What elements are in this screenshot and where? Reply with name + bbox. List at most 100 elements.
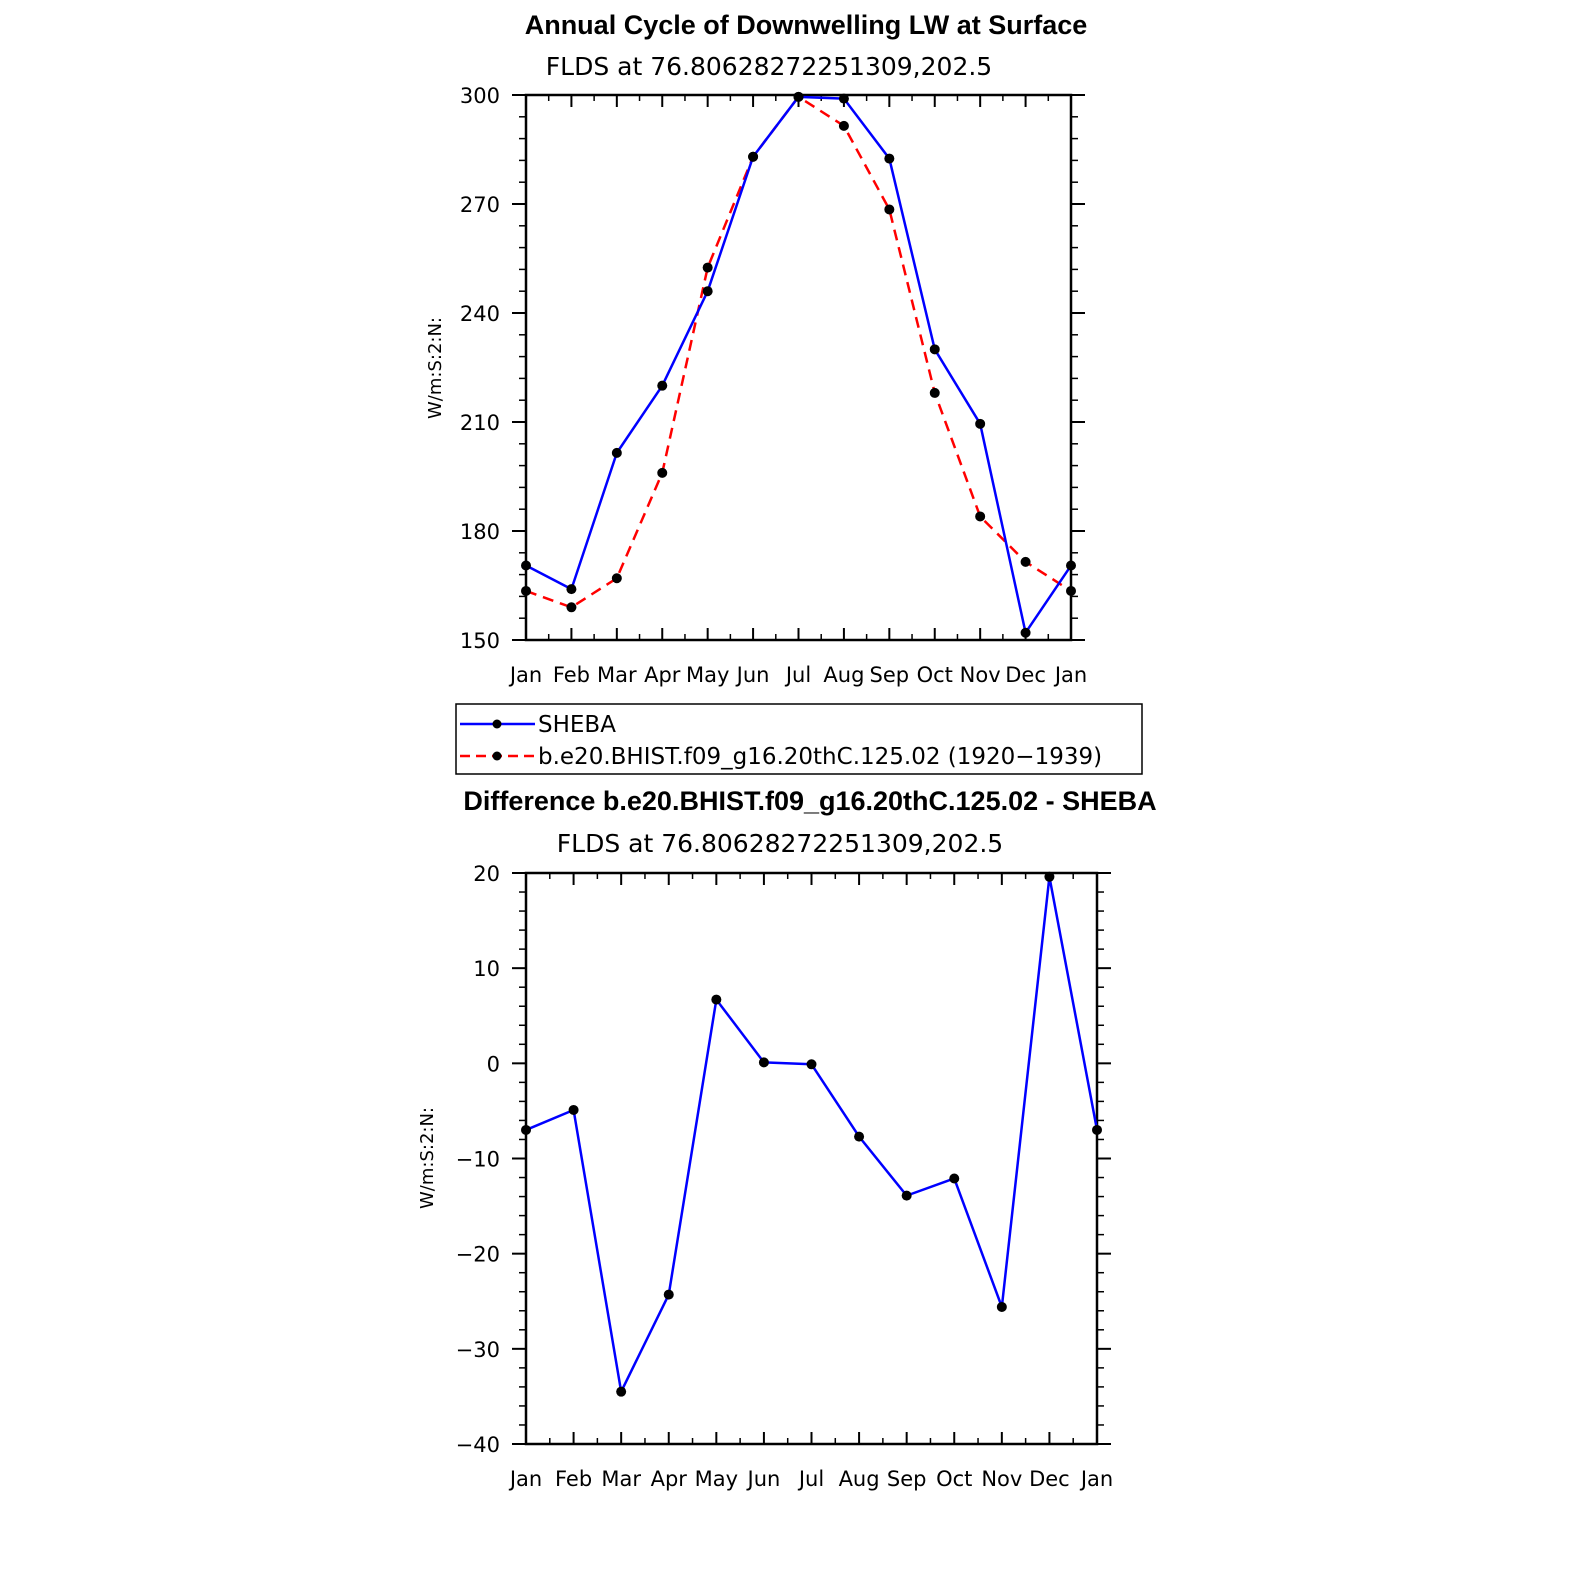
data-point <box>838 120 849 131</box>
data-point <box>657 380 668 391</box>
series-line-0 <box>525 95 1073 634</box>
data-point <box>616 1386 627 1397</box>
y-tick-label: 210 <box>460 411 500 435</box>
series <box>521 871 1102 1397</box>
series <box>521 91 1076 638</box>
legend: SHEBA b.e20.BHIST.f09_g16.20thC.125.02 (… <box>455 703 1143 775</box>
x-tick-label: Jan <box>508 663 542 687</box>
data-point <box>566 602 577 613</box>
data-point <box>521 560 531 571</box>
x-tick-label: Apr <box>644 663 681 687</box>
data-point <box>806 1059 817 1070</box>
difference-chart: Difference b.e20.BHIST.f09_g16.20thC.125… <box>417 786 1157 1491</box>
data-point <box>521 585 531 596</box>
legend-box <box>455 703 1143 775</box>
data-point <box>711 994 722 1005</box>
data-point <box>975 418 986 429</box>
data-point <box>884 153 895 164</box>
x-tick-label: Dec <box>1029 1467 1070 1491</box>
x-tick-label: Jul <box>797 1467 824 1491</box>
data-point <box>1066 560 1076 571</box>
data-point <box>1020 556 1031 567</box>
data-point <box>611 447 622 458</box>
x-tick-label: Nov <box>960 663 1001 687</box>
data-point <box>748 151 759 162</box>
plot-frame <box>524 871 1099 1446</box>
data-point <box>758 1057 769 1068</box>
plot-frame <box>524 93 1073 642</box>
x-tick-label: Nov <box>981 1467 1022 1491</box>
axes: Jan Feb Mar Apr May Jun Jul Aug Sep Oct Nov Dec Jan 1… <box>460 84 1087 687</box>
x-tick-label: Mar <box>597 663 637 687</box>
y-tick-label: −20 <box>456 1243 500 1267</box>
data-point <box>1066 585 1076 596</box>
data-point <box>929 387 940 398</box>
x-tick-label: Feb <box>555 1467 592 1491</box>
data-point <box>702 286 713 297</box>
y-tick-label: 300 <box>460 84 500 108</box>
y-axis-label: W/m:S:2:N: <box>425 317 446 419</box>
series-line-0 <box>525 875 1099 1393</box>
x-tick-label: Oct <box>936 1467 972 1491</box>
data-point <box>663 1289 674 1300</box>
chart-subtitle: FLDS at 76.80628272251309,202.5 <box>546 52 992 81</box>
data-point <box>949 1173 960 1184</box>
y-tick-label: 180 <box>460 520 500 544</box>
x-tick-label: Mar <box>601 1467 641 1491</box>
x-tick-label: Aug <box>823 663 864 687</box>
series-line-1 <box>525 95 1072 609</box>
legend-label-model: b.e20.BHIST.f09_g16.20thC.125.02 (1920−1… <box>538 744 1102 770</box>
legend-marker-model <box>492 751 502 761</box>
x-tick-label: Jun <box>735 663 770 687</box>
y-tick-label: −30 <box>456 1338 500 1362</box>
legend-label-sheba: SHEBA <box>538 712 616 738</box>
x-tick-label: Jan <box>508 1467 542 1491</box>
data-point <box>702 262 713 273</box>
data-point <box>884 204 895 215</box>
x-tick-label: May <box>686 663 729 687</box>
axes: Jan Feb Mar Apr May Jun Jul Aug Sep Oct Nov Dec Jan−… <box>456 862 1114 1491</box>
x-tick-label: Feb <box>553 663 590 687</box>
y-tick-label: −40 <box>456 1433 500 1457</box>
legend-marker-sheba <box>492 719 502 729</box>
x-tick-label: Jan <box>1079 1467 1113 1491</box>
x-tick-label: Aug <box>839 1467 880 1491</box>
data-point <box>568 1104 579 1115</box>
y-tick-label: 0 <box>487 1052 500 1076</box>
y-axis-label: W/m:S:2:N: <box>417 1107 438 1209</box>
x-tick-label: Dec <box>1005 663 1046 687</box>
x-tick-label: Apr <box>651 1467 688 1491</box>
x-tick-label: Sep <box>870 663 910 687</box>
x-tick-label: Jan <box>1053 663 1087 687</box>
data-point <box>838 93 849 104</box>
y-tick-label: 20 <box>473 862 500 886</box>
x-tick-label: Oct <box>917 663 953 687</box>
data-point <box>1044 871 1055 882</box>
data-point <box>1092 1124 1102 1135</box>
y-tick-label: 270 <box>460 193 500 217</box>
data-point <box>975 511 986 522</box>
data-point <box>566 584 577 595</box>
x-tick-label: Jul <box>784 663 811 687</box>
chart-title: Annual Cycle of Downwelling LW at Surfac… <box>525 10 1088 40</box>
data-point <box>929 344 940 355</box>
x-tick-label: May <box>695 1467 738 1491</box>
y-tick-label: 150 <box>460 629 500 653</box>
data-point <box>996 1301 1007 1312</box>
data-point <box>611 573 622 584</box>
x-tick-label: Jun <box>746 1467 781 1491</box>
data-point <box>657 467 668 478</box>
y-tick-label: 10 <box>473 957 500 981</box>
data-point <box>901 1190 912 1201</box>
data-point <box>1020 627 1031 638</box>
annual-cycle-chart: Annual Cycle of Downwelling LW at Surfac… <box>425 10 1143 775</box>
x-tick-label: Sep <box>887 1467 927 1491</box>
data-point <box>854 1131 865 1142</box>
y-tick-label: −10 <box>456 1148 500 1172</box>
chart-subtitle: FLDS at 76.80628272251309,202.5 <box>557 829 1003 858</box>
chart-title: Difference b.e20.BHIST.f09_g16.20thC.125… <box>463 786 1156 816</box>
data-point <box>793 91 804 102</box>
data-point <box>521 1124 531 1135</box>
y-tick-label: 240 <box>460 302 500 326</box>
